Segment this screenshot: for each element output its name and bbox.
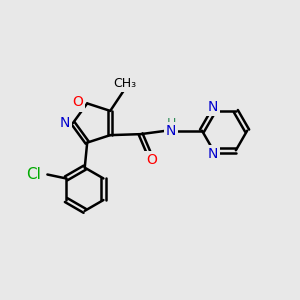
Text: N: N <box>207 147 217 161</box>
Text: H: H <box>167 117 176 130</box>
Text: O: O <box>146 153 158 167</box>
Text: N: N <box>207 100 217 114</box>
Text: N: N <box>60 116 70 130</box>
Text: CH₃: CH₃ <box>113 77 136 90</box>
Text: O: O <box>72 95 83 110</box>
Text: N: N <box>166 124 176 138</box>
Text: Cl: Cl <box>26 167 40 182</box>
